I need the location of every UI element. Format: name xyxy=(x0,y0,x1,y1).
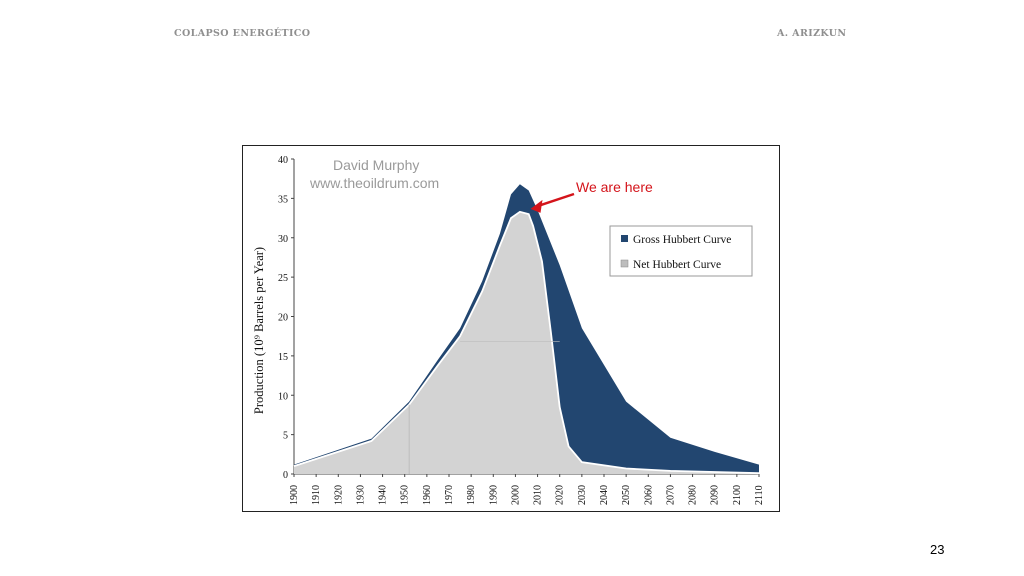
x-tick-label: 2060 xyxy=(643,485,654,505)
annotation-arrow xyxy=(538,192,575,208)
legend-label-net: Net Hubbert Curve xyxy=(633,259,721,271)
credit-name: David Murphy xyxy=(333,157,419,173)
y-tick-label: 35 xyxy=(278,194,288,205)
annotation-arrowhead xyxy=(530,199,543,213)
net-hubbert-area xyxy=(294,211,759,475)
y-tick-label: 20 xyxy=(278,313,288,324)
x-tick-label: 2080 xyxy=(688,485,699,505)
y-tick-label: 5 xyxy=(283,431,288,442)
x-tick-label: 1960 xyxy=(422,485,433,505)
y-tick-label: 15 xyxy=(278,352,288,363)
page-number: 23 xyxy=(930,542,945,557)
x-tick-label: 1970 xyxy=(444,485,455,505)
x-tick-label: 1980 xyxy=(466,485,477,505)
x-tick-label: 2040 xyxy=(599,485,610,505)
x-tick-label: 1950 xyxy=(400,485,411,505)
x-tick-label: 1990 xyxy=(488,485,499,505)
x-tick-label: 2100 xyxy=(732,485,743,505)
chart-figure: 0 5 10 15 20 25 30 35 40 1900 1910 1920 1930 1940 1950… xyxy=(242,145,780,512)
legend-swatch-gross xyxy=(621,235,628,242)
credit-url: www.theoildrum.com xyxy=(309,175,439,191)
chart-svg: 0 5 10 15 20 25 30 35 40 1900 1910 1920 1930 1940 1950… xyxy=(252,155,765,505)
legend-box xyxy=(609,225,753,277)
x-tick-label: 2070 xyxy=(665,485,676,505)
y-tick-label: 25 xyxy=(278,273,288,284)
y-tick-label: 10 xyxy=(278,391,288,402)
x-tick-label: 2000 xyxy=(510,485,521,505)
x-tick-label: 2050 xyxy=(621,485,632,505)
x-tick-label: 2030 xyxy=(577,485,588,505)
y-tick-label: 30 xyxy=(278,234,288,245)
x-tick-label: 2010 xyxy=(533,485,544,505)
x-tick-label: 1930 xyxy=(355,485,366,505)
y-tick-label: 0 xyxy=(283,470,288,481)
header-author: A. ARIZKUN xyxy=(777,28,847,39)
x-tick-label: 1910 xyxy=(311,485,322,505)
annotation-label: We are here xyxy=(576,179,653,195)
net-hubbert-line xyxy=(293,210,760,475)
x-tick-label: 1940 xyxy=(378,485,389,505)
x-tick-label: 2110 xyxy=(754,485,765,505)
x-tick-label: 2090 xyxy=(710,485,721,505)
x-tick-label: 1920 xyxy=(333,485,344,505)
x-tick-label: 1900 xyxy=(289,485,300,505)
header-title: COLAPSO ENERGÉTICO xyxy=(174,28,311,39)
legend-label-gross: Gross Hubbert Curve xyxy=(633,234,731,246)
y-axis-label: Production (10⁹ Barrels per Year) xyxy=(252,247,266,414)
x-tick-label: 2020 xyxy=(555,485,566,505)
legend-swatch-net xyxy=(620,259,629,268)
y-tick-label: 40 xyxy=(278,155,288,166)
